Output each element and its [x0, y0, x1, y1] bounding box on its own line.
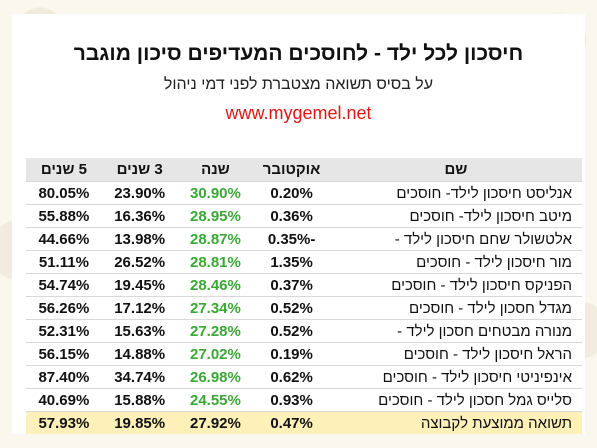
fund-name: אינפיניטי חיסכון לילד - חוסכים: [329, 365, 582, 389]
five-year-return: 54.74%: [26, 273, 102, 297]
page-subtitle: על בסיס תשואה מצטברת לפני דמי ניהול: [163, 76, 434, 93]
fund-name: מנורה מבטחים חסכון לילד -: [329, 319, 582, 343]
october-return: 1.35%: [253, 250, 330, 274]
fund-name: מור חיסכון לילד - חוסכים: [329, 250, 582, 274]
average-label: תשואה ממוצעת לקבוצה: [329, 411, 582, 434]
five-year-return: 52.31%: [26, 319, 102, 343]
year-return: 28.81%: [177, 250, 254, 274]
three-year-return: 16.36%: [101, 204, 178, 228]
table-row: אינפיניטי חיסכון לילד - חוסכים 0.62% 26.…: [26, 365, 582, 389]
fund-name: מגדל חסכון לילד - חוסכים: [329, 296, 582, 320]
header-year: שנה: [177, 158, 254, 182]
page-title: חיסכון לכל ילד - לחוסכים המעדיפים סיכון …: [73, 42, 524, 65]
five-year-return: 56.15%: [26, 342, 102, 366]
average-five-year-return: 57.93%: [26, 411, 102, 434]
year-return: 28.87%: [177, 227, 254, 251]
average-october-return: 0.47%: [253, 411, 330, 434]
table-row: סלייס גמל חסכון לילד - חוסכים 0.93% 24.5…: [26, 388, 582, 412]
three-year-return: 19.45%: [101, 273, 178, 297]
october-return: 0.52%: [253, 319, 330, 343]
october-return: 0.20%: [253, 181, 330, 205]
three-year-return: 13.98%: [101, 227, 178, 251]
header-five-years: 5 שנים: [26, 158, 102, 182]
october-return: -0.35%: [253, 227, 330, 251]
year-return: 28.95%: [177, 204, 254, 228]
year-return: 27.02%: [177, 342, 254, 366]
five-year-return: 87.40%: [26, 365, 102, 389]
site-link[interactable]: www.mygemel.net: [225, 103, 372, 123]
fund-name: אלטשולר שחם חיסכון לילד -: [329, 227, 582, 251]
table-header-row: שם אוקטובר שנה 3 שנים 5 שנים: [26, 158, 582, 182]
table-row: מגדל חסכון לילד - חוסכים 0.52% 27.34% 17…: [26, 296, 582, 320]
fund-name: סלייס גמל חסכון לילד - חוסכים: [329, 388, 582, 412]
year-return: 27.28%: [177, 319, 254, 343]
three-year-return: 26.52%: [101, 250, 178, 274]
five-year-return: 56.26%: [26, 296, 102, 320]
year-return: 27.34%: [177, 296, 254, 320]
table-row: הראל חיסכון לילד - חוסכים 0.19% 27.02% 1…: [26, 342, 582, 366]
five-year-return: 80.05%: [26, 181, 102, 205]
five-year-return: 55.88%: [26, 204, 102, 228]
october-return: 0.19%: [253, 342, 330, 366]
five-year-return: 44.66%: [26, 227, 102, 251]
table-row: אלטשולר שחם חיסכון לילד - -0.35% 28.87% …: [26, 227, 582, 251]
october-return: 0.93%: [253, 388, 330, 412]
table-row: הפניקס חיסכון לילד - חוסכים 0.37% 28.46%…: [26, 273, 582, 297]
table-row: אנליסט חיסכון לילד- חוסכים 0.20% 30.90% …: [26, 181, 582, 205]
year-return: 24.55%: [177, 388, 254, 412]
fund-name: הפניקס חיסכון לילד - חוסכים: [329, 273, 582, 297]
year-return: 30.90%: [177, 181, 254, 205]
table-row: מנורה מבטחים חסכון לילד - 0.52% 27.28% 1…: [26, 319, 582, 343]
october-return: 0.37%: [253, 273, 330, 297]
returns-card: חיסכון לכל ילד - לחוסכים המעדיפים סיכון …: [12, 14, 585, 434]
average-year-return: 27.92%: [177, 411, 254, 434]
header-name: שם: [329, 158, 582, 182]
average-row: תשואה ממוצעת לקבוצה 0.47% 27.92% 19.85% …: [26, 411, 582, 434]
three-year-return: 14.88%: [101, 342, 178, 366]
returns-table: שם אוקטובר שנה 3 שנים 5 שנים אנליסט חיסכ…: [26, 158, 582, 434]
october-return: 0.62%: [253, 365, 330, 389]
three-year-return: 34.74%: [101, 365, 178, 389]
header-three-years: 3 שנים: [101, 158, 178, 182]
table-row: מור חיסכון לילד - חוסכים 1.35% 28.81% 26…: [26, 250, 582, 274]
three-year-return: 15.88%: [101, 388, 178, 412]
average-three-year-return: 19.85%: [101, 411, 178, 434]
fund-name: אנליסט חיסכון לילד- חוסכים: [329, 181, 582, 205]
year-return: 26.98%: [177, 365, 254, 389]
three-year-return: 15.63%: [101, 319, 178, 343]
table-row: מיטב חיסכון לילד- חוסכים 0.36% 28.95% 16…: [26, 204, 582, 228]
year-return: 28.46%: [177, 273, 254, 297]
three-year-return: 17.12%: [101, 296, 178, 320]
october-return: 0.36%: [253, 204, 330, 228]
five-year-return: 40.69%: [26, 388, 102, 412]
october-return: 0.52%: [253, 296, 330, 320]
header-october: אוקטובר: [253, 158, 330, 182]
five-year-return: 51.11%: [26, 250, 102, 274]
three-year-return: 23.90%: [101, 181, 178, 205]
fund-name: הראל חיסכון לילד - חוסכים: [329, 342, 582, 366]
fund-name: מיטב חיסכון לילד- חוסכים: [329, 204, 582, 228]
